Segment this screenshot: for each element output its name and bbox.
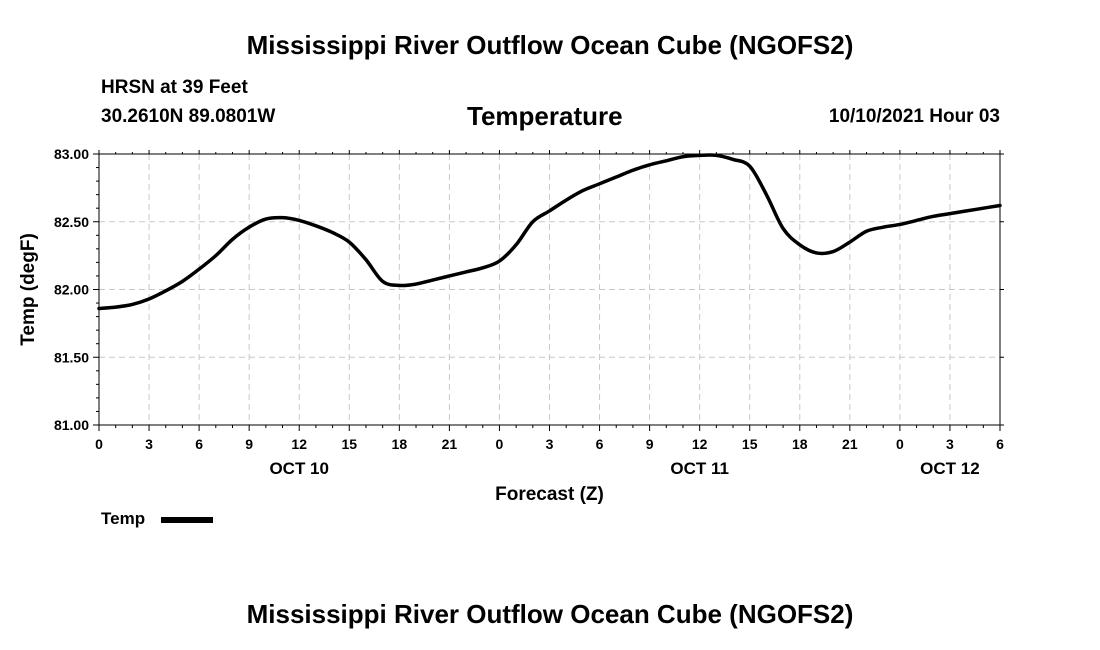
series-layer	[97, 153, 1002, 311]
x-tick-label: 15	[341, 436, 357, 452]
x-tick-label: 3	[946, 436, 954, 452]
x-tick-label: 18	[392, 436, 408, 452]
axis-ticks	[93, 150, 1004, 431]
x-tick-label: 9	[646, 436, 654, 452]
y-tick-label: 81.50	[54, 349, 89, 365]
legend-label: Temp	[101, 509, 146, 528]
station-coordinates: 30.2610N 89.0801W	[101, 106, 276, 127]
x-tick-label: 3	[145, 436, 153, 452]
x-tick-label: 18	[792, 436, 808, 452]
x-tick-label: 6	[195, 436, 203, 452]
x-tick-label: 6	[996, 436, 1004, 452]
y-tick-label: 81.00	[54, 417, 89, 433]
legend-swatch	[161, 517, 213, 523]
y-tick-label: 83.00	[54, 146, 89, 162]
x-tick-label: 6	[596, 436, 604, 452]
x-tick-label: 21	[842, 436, 858, 452]
x-tick-label: 12	[692, 436, 708, 452]
day-label: OCT 10	[269, 459, 329, 478]
day-label: OCT 12	[920, 459, 980, 478]
chart-subtitle: Temperature	[467, 101, 623, 131]
x-tick-label: 0	[95, 436, 103, 452]
y-tick-label: 82.50	[54, 214, 89, 230]
chart-main-title: Mississippi River Outflow Ocean Cube (NG…	[246, 30, 854, 60]
axis-labels: 0 3 6 9 12 15 18 21 0 3 6 9 12 15 18 21 0 3 6 81.00 81.50 82.…	[18, 146, 1004, 505]
x-tick-label: 0	[496, 436, 504, 452]
station-label: HRSN at 39 Feet	[101, 77, 248, 98]
forecast-datetime: 10/10/2021 Hour 03	[828, 106, 1000, 127]
x-tick-label: 9	[245, 436, 253, 452]
x-tick-label: 15	[742, 436, 758, 452]
y-tick-label: 82.00	[54, 282, 89, 298]
y-axis-title: Temp (degF)	[18, 233, 39, 346]
x-tick-label: 21	[442, 436, 458, 452]
x-axis-title: Forecast (Z)	[495, 484, 604, 505]
x-tick-label: 12	[291, 436, 307, 452]
day-label: OCT 11	[670, 459, 729, 478]
grid-lines	[99, 154, 1000, 425]
temp-series-line	[97, 153, 1002, 311]
x-tick-label: 0	[896, 436, 904, 452]
footer-title: Mississippi River Outflow Ocean Cube (NG…	[246, 599, 854, 629]
x-tick-label: 3	[546, 436, 554, 452]
